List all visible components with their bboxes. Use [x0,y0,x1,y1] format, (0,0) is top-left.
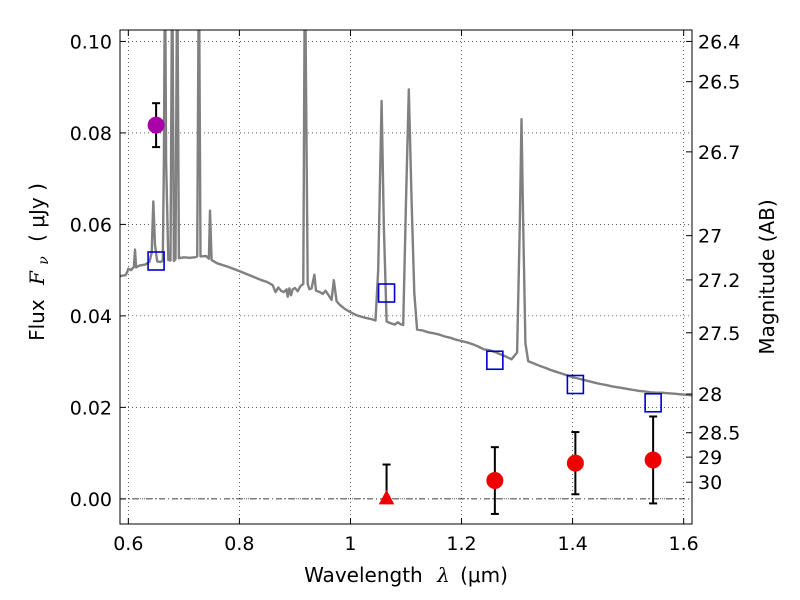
right-tick-label: 29 [698,447,722,469]
model-photometry-square [644,392,662,413]
x-axis-title-unit: (μm) [460,563,508,587]
right-tick-label: 27.5 [698,323,740,345]
observed-point [644,451,662,469]
model-spectrum-line [120,30,692,397]
plot-area [120,30,692,515]
plot-frame [119,29,693,525]
y-tick-label: 0.00 [70,489,112,511]
x-axis-title: Wavelength λ (μm) [304,563,508,587]
right-axis-title: Magnitude (AB) [755,199,779,354]
right-tick-label: 26.4 [698,31,740,53]
x-tick-label: 0.6 [113,533,143,555]
y-tick-label: 0.02 [70,397,112,419]
observed-point [147,116,165,134]
y-axis-title-symbol: F [25,270,49,286]
x-tick-label: 1.6 [669,533,699,555]
observed-point [566,454,584,472]
x-tick-label: 1.2 [446,533,476,555]
x-axis-title-symbol: λ [436,563,450,587]
y-axis-title-subscript: ν [36,256,52,265]
right-tick-label: 26.7 [698,142,740,164]
right-tick-label: 27.2 [698,270,740,292]
axis-ticks: 0.6 0.8 1 1.2 1.4 1.6 0.00 0.02 0.04 0.06 0.08 0.10… [70,30,740,555]
observed-point [486,472,504,490]
y-axis-title-prefix: Flux [25,299,49,341]
model-photometry-square [377,283,396,303]
x-axis-title-prefix: Wavelength [304,563,423,587]
right-tick-label: 28.5 [698,423,740,445]
y-tick-label: 0.10 [70,31,112,53]
y-tick-label: 0.06 [70,214,112,236]
right-tick-label: 27 [698,226,722,248]
x-tick-label: 0.8 [224,533,254,555]
model-photometry-square [566,374,585,395]
grid [120,30,692,524]
y-axis-title: Flux F ν ( μJy ) [25,183,53,341]
y-tick-label: 0.04 [70,306,112,328]
model-photometry-square [147,251,165,271]
right-tick-label: 26.5 [698,72,740,94]
y-axis-title-unit: ( μJy ) [25,183,49,242]
y-tick-label: 0.08 [70,123,112,145]
x-tick-label: 1 [344,533,356,555]
model-photometry-square [486,350,504,371]
x-tick-label: 1.4 [557,533,587,555]
right-tick-label: 30 [698,472,722,494]
right-tick-label: 28 [698,384,722,406]
upper-limit-triangle [378,489,395,505]
